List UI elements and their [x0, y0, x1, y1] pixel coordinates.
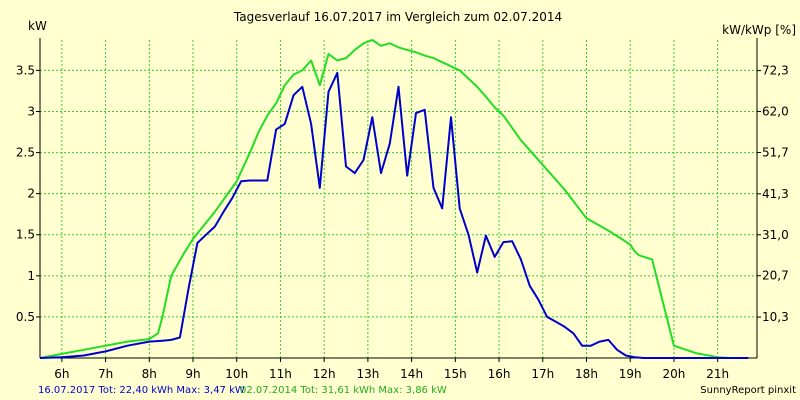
tick-labels: 6h 7h 8h 9h 10h 11h 12h 13h 14h 15h 16h 17h 18h 19h 20…: [16, 63, 789, 381]
y-left-tick-label-2: 1.5: [16, 228, 35, 242]
y-right-tick-label-3: 41,3: [762, 187, 789, 201]
x-tick-label-9: 15h: [444, 367, 467, 381]
x-tick-label-12: 18h: [575, 367, 598, 381]
y-right-tick-label-0: 10,3: [762, 310, 789, 324]
footer-series1-summary: 16.07.2017 Tot: 22,40 kWh Max: 3,47 kW: [38, 385, 245, 396]
left-axis-label: kW: [28, 19, 47, 33]
x-tick-label-7: 13h: [356, 367, 379, 381]
x-tick-label-5: 11h: [269, 367, 292, 381]
y-left-tick-label-6: 3.5: [16, 63, 35, 77]
x-tick-label-8: 14h: [400, 367, 423, 381]
x-tick-label-3: 9h: [185, 367, 200, 381]
series-line-16-07-2017: [39, 71, 749, 359]
x-tick-label-10: 16h: [488, 367, 511, 381]
x-tick-label-11: 17h: [531, 367, 554, 381]
series-lines: [39, 39, 749, 359]
y-left-tick-label-3: 2: [27, 187, 35, 201]
x-tick-label-15: 21h: [706, 367, 729, 381]
right-axis-label: kW/kWp [%]: [722, 23, 796, 37]
x-tick-label-1: 7h: [98, 367, 113, 381]
y-right-tick-label-1: 20,7: [762, 269, 789, 283]
x-tick-label-0: 6h: [54, 367, 69, 381]
y-left-tick-label-0: 0.5: [16, 310, 35, 324]
y-right-tick-label-6: 72,3: [762, 64, 789, 78]
x-tick-label-14: 20h: [662, 367, 685, 381]
grid: [40, 40, 757, 358]
y-left-tick-label-5: 3: [27, 104, 35, 118]
x-tick-label-4: 10h: [225, 367, 248, 381]
y-right-tick-label-4: 51,7: [762, 145, 789, 159]
y-right-tick-label-5: 62,0: [762, 105, 789, 119]
y-left-tick-label-1: 1: [27, 269, 35, 283]
x-tick-label-13: 19h: [619, 367, 642, 381]
footer-series2-summary: 02.07.2014 Tot: 31,61 kWh Max: 3,86 kW: [240, 385, 447, 396]
series-line-02-07-2014: [39, 39, 749, 359]
y-left-tick-label-4: 2.5: [16, 146, 35, 160]
chart-title: Tagesverlauf 16.07.2017 im Vergleich zum…: [233, 10, 562, 24]
y-right-tick-label-2: 31,0: [762, 228, 789, 242]
x-tick-label-2: 8h: [142, 367, 157, 381]
x-tick-label-6: 12h: [313, 367, 336, 381]
footer-credit: SunnyReport pinxit: [700, 385, 796, 396]
